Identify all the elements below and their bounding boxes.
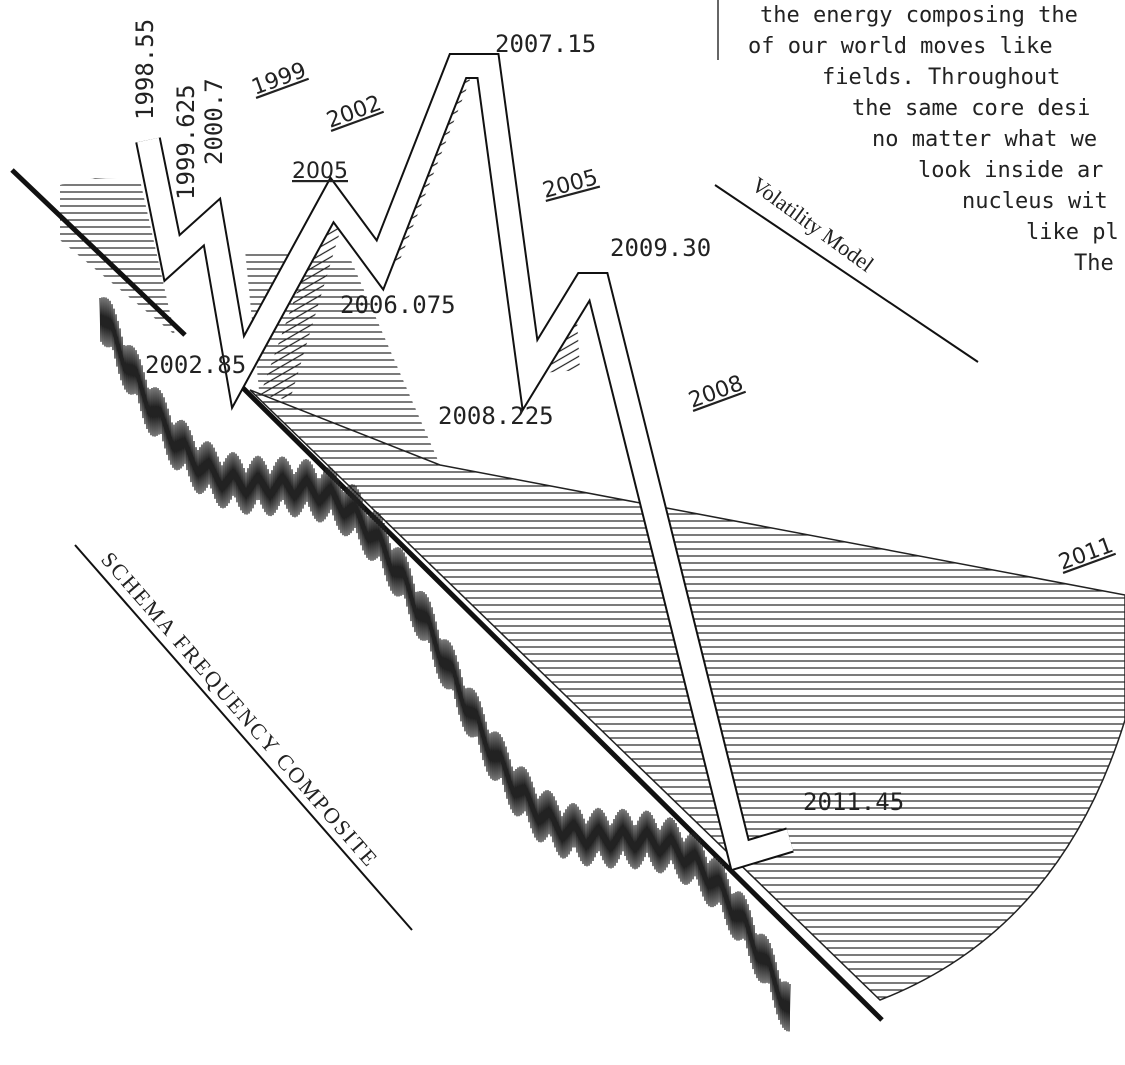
label: 2002	[324, 91, 385, 134]
paragraph-line: look inside ar	[918, 158, 1103, 183]
underline	[714, 184, 979, 363]
label: 1998.55	[131, 19, 159, 120]
underline	[74, 544, 413, 931]
label: 2000.7	[200, 78, 228, 165]
label: 2007.15	[495, 30, 596, 58]
trend-line	[238, 383, 884, 1022]
paragraph-line: like pl	[1026, 220, 1119, 245]
hatched-region	[260, 200, 345, 400]
paragraph-line: the energy composing the	[760, 3, 1078, 28]
label: 2006.075	[340, 291, 456, 319]
label: 2008.225	[438, 402, 554, 430]
paragraph-line: the same core desi	[852, 96, 1090, 121]
ribbon	[137, 55, 794, 869]
label: 2005	[292, 159, 348, 184]
title: Volatility Model	[747, 172, 879, 277]
paragraph-line: nucleus wit	[962, 189, 1108, 214]
label: 2011	[1056, 533, 1117, 576]
label: 2002.85	[145, 351, 246, 379]
label: 2008	[686, 371, 747, 414]
paragraph: the energy composing the of our world mo…	[748, 3, 1119, 276]
paragraph-line: no matter what we	[872, 127, 1097, 152]
paragraph-line: of our world moves like	[748, 34, 1053, 59]
label: 2011.45	[803, 788, 904, 816]
label: 1999	[249, 58, 310, 101]
label: 2009.30	[610, 234, 711, 262]
label: 2005	[540, 165, 601, 204]
frequency-trace	[99, 297, 791, 1032]
title: SCHEMA FREQUENCY COMPOSITE	[96, 547, 383, 872]
trend-line	[10, 168, 187, 337]
paragraph-line: The	[1074, 251, 1114, 276]
paragraph-line: fields. Throughout	[822, 65, 1060, 90]
label: 1999.625	[172, 84, 200, 200]
